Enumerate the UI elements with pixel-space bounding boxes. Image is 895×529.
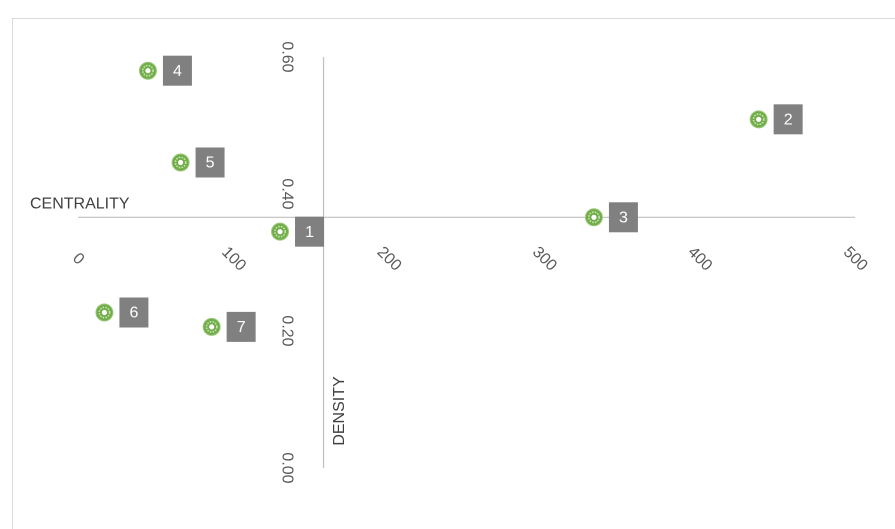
point-marker-center [177, 159, 184, 166]
y-tick-label: 0.00 [278, 452, 295, 483]
point-marker-center [756, 116, 762, 122]
point-label-box [608, 202, 638, 233]
point-marker-ring [141, 64, 154, 77]
point-label-box [226, 311, 256, 342]
point-marker-ring [752, 113, 765, 126]
data-point: 7 [202, 311, 256, 342]
y-tick-label: 0.40 [278, 178, 295, 209]
y-axis-title: DENSITY [331, 376, 348, 446]
point-label: 3 [619, 210, 628, 227]
data-points: 1 2 3 4 5 6 7 [95, 55, 803, 342]
point-marker-ring [274, 225, 287, 238]
x-tick-label: 100 [218, 244, 249, 275]
point-marker-center [145, 68, 151, 74]
point-label-box [162, 55, 192, 86]
data-point: 5 [171, 147, 225, 178]
data-point: 1 [271, 216, 325, 247]
axes [78, 57, 855, 468]
x-tick-labels: 0 100 200 300 400 500 [69, 244, 871, 275]
x-tick-label: 200 [374, 244, 405, 275]
point-label: 1 [305, 224, 314, 241]
point-label-box [295, 216, 325, 247]
chart-area-border [12, 18, 895, 529]
data-point: 3 [584, 202, 638, 233]
x-tick-label: 300 [529, 244, 560, 275]
data-point: 4 [138, 55, 192, 86]
y-tick-label: 0.20 [278, 315, 295, 346]
point-marker-center [209, 324, 215, 330]
point-label-box [119, 297, 149, 328]
x-tick-label: 500 [840, 244, 871, 275]
point-label: 7 [237, 319, 246, 336]
y-tick-label: 0.60 [278, 41, 295, 72]
point-label-box [773, 104, 803, 135]
point-marker-ring [205, 320, 218, 333]
point-marker-ring [587, 211, 600, 224]
point-label: 4 [173, 63, 182, 80]
point-label: 2 [784, 112, 793, 129]
x-tick-label: 0 [69, 250, 87, 268]
point-marker-center [101, 309, 108, 316]
point-marker-ring [174, 156, 187, 169]
point-label-box [195, 147, 225, 178]
point-marker-center [277, 229, 283, 235]
x-tick-label: 400 [684, 244, 715, 275]
data-point: 6 [95, 297, 149, 328]
point-label: 5 [206, 155, 215, 172]
point-label: 6 [129, 305, 138, 322]
data-point: 2 [749, 104, 803, 135]
point-marker-ring [98, 306, 111, 319]
y-tick-labels: 0.00 0.20 0.40 0.60 [278, 41, 295, 483]
x-axis-title: CENTRALITY [30, 196, 130, 213]
point-marker-center [591, 214, 597, 220]
